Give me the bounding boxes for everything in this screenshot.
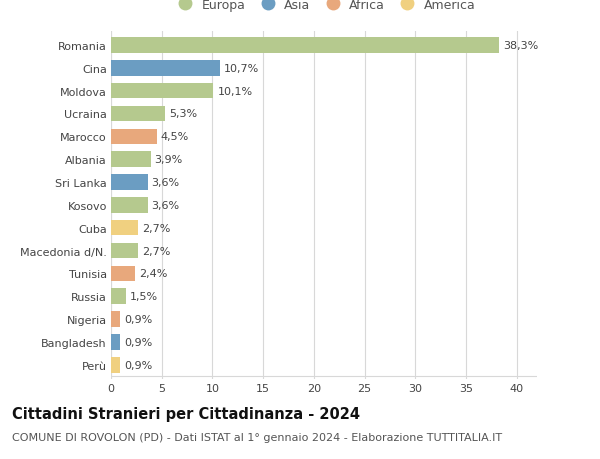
Text: 10,7%: 10,7% [224,64,259,73]
Text: 2,4%: 2,4% [139,269,168,279]
Text: 1,5%: 1,5% [130,291,158,302]
Bar [111,38,499,54]
Text: 0,9%: 0,9% [124,314,152,325]
Bar [111,289,126,304]
Text: 5,3%: 5,3% [169,109,197,119]
Text: 3,6%: 3,6% [152,201,179,210]
Bar [111,243,139,259]
Text: 4,5%: 4,5% [161,132,189,142]
Bar [111,312,120,327]
Bar [111,106,165,122]
Text: Cittadini Stranieri per Cittadinanza - 2024: Cittadini Stranieri per Cittadinanza - 2… [12,406,360,421]
Bar [111,335,120,350]
Text: COMUNE DI ROVOLON (PD) - Dati ISTAT al 1° gennaio 2024 - Elaborazione TUTTITALIA: COMUNE DI ROVOLON (PD) - Dati ISTAT al 1… [12,432,502,442]
Text: 2,7%: 2,7% [142,246,171,256]
Bar [111,220,139,236]
Bar [111,129,157,145]
Bar [111,266,136,281]
Text: 10,1%: 10,1% [218,86,253,96]
Bar [111,61,220,76]
Bar [111,175,148,190]
Bar [111,198,148,213]
Text: 0,9%: 0,9% [124,337,152,347]
Text: 3,9%: 3,9% [155,155,183,165]
Bar [111,84,214,99]
Text: 3,6%: 3,6% [152,178,179,188]
Bar [111,152,151,168]
Text: 38,3%: 38,3% [503,41,539,51]
Text: 2,7%: 2,7% [142,223,171,233]
Legend: Europa, Asia, Africa, America: Europa, Asia, Africa, America [173,0,475,11]
Bar [111,357,120,373]
Text: 0,9%: 0,9% [124,360,152,370]
